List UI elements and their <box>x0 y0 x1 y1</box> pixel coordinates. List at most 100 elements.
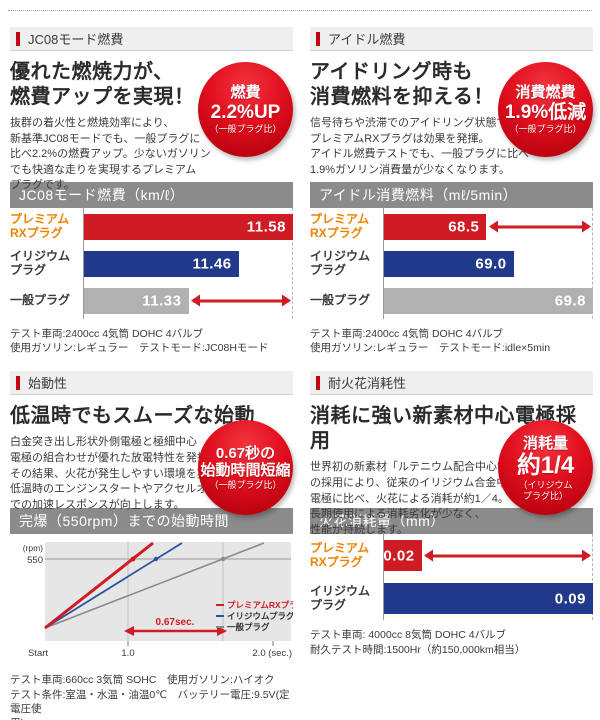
time-difference-label: 0.67sec. <box>156 617 195 628</box>
chart-title: アイドル消費燃料（mℓ/5min） <box>310 182 593 208</box>
section-wear-resistance: 耐火花消耗性 消耗に強い新素材中心電極採用 世界初の新素材「ルテニウム配合中心電… <box>300 371 600 720</box>
bar-area: 68.5 <box>384 208 593 245</box>
bar-label: プレミアム RXプラグ <box>310 534 384 578</box>
badge-sub-label: （一般プラグ比） <box>209 124 282 135</box>
bar-area: 11.33 <box>84 282 293 319</box>
section-idle-fuel: アイドル燃費 アイドリング時も 消費燃料を抑える！ 信号待ちや渋滞でのアイドリン… <box>300 27 600 355</box>
bar-premium-rx: 68.5 <box>384 213 487 240</box>
body-text: 抜群の着火性と燃焼効率により、 新基準JC08モードでも、一般プラグに 比べ2.… <box>10 117 211 192</box>
section-header: JC08モード燃費 <box>10 27 293 51</box>
bar-area: 11.46 <box>84 245 293 282</box>
bar-value: 0.02 <box>383 547 415 565</box>
bar-value: 68.5 <box>448 218 480 235</box>
intro-block: アイドリング時も 消費燃料を抑える！ 信号待ちや渋滞でのアイドリング状態でも、 … <box>310 60 593 182</box>
headline: 消耗に強い新素材中心電極採用 <box>310 405 577 453</box>
badge-main-label: 2.2%UP <box>210 101 281 123</box>
badge-main-label: 1.9%低減 <box>504 101 587 123</box>
chart-right-dashed-line <box>592 208 593 319</box>
bar-label: 一般プラグ <box>10 282 84 319</box>
legend-standard: 一般プラグ <box>227 622 270 632</box>
bar-value: 69.8 <box>554 292 586 309</box>
bar-row-premium-rx: プレミアム RXプラグ 68.5 <box>310 208 593 245</box>
legend-iridium: イリジウムプラグ <box>227 611 293 621</box>
bar-premium-rx: 11.58 <box>84 213 293 240</box>
red-accent-bar <box>16 375 20 390</box>
badge-top-label: 0.67秒の <box>215 444 276 462</box>
bar-value: 69.0 <box>475 255 507 272</box>
red-accent-bar <box>316 31 320 46</box>
difference-arrow <box>192 299 289 302</box>
x-label-2sec: 2.0 (sec.) <box>252 648 292 659</box>
badge-top-label: 消耗量 <box>522 434 568 452</box>
wear-amount-badge: 消耗量 約1/4 （イリジウム プラグ比） <box>498 420 593 516</box>
body-text: 信号待ちや渋滞でのアイドリング状態でも、 プレミアムRXプラグは効果を発揮。 ア… <box>310 117 530 176</box>
bar-value: 0.09 <box>554 590 586 608</box>
y-axis-value: 550 <box>27 555 43 566</box>
badge-sub-label: （イリジウム プラグ比） <box>518 480 573 501</box>
bar-iridium: 69.0 <box>384 250 514 277</box>
fuel-up-badge: 燃費 2.2%UP （一般プラグ比） <box>198 62 293 157</box>
line-premium-rx-plug <box>44 542 154 630</box>
top-divider <box>8 10 592 11</box>
red-accent-bar <box>316 375 320 390</box>
bar-area: 69.8 <box>384 282 593 319</box>
section-jc08-fuel-economy: JC08モード燃費 優れた燃焼力が、 燃費アップを実現！ 抜群の着火性と燃焼効率… <box>0 27 300 355</box>
bar-area: 0.09 <box>384 577 593 620</box>
badge-sub-label: （一般プラグ比） <box>209 480 282 491</box>
startup-time-badge: 0.67秒の 始動時間短縮 （一般プラグ比） <box>198 420 293 516</box>
bar-premium-rx: 0.02 <box>383 540 422 572</box>
intro-block: 優れた燃焼力が、 燃費アップを実現！ 抜群の着火性と燃焼効率により、 新基準JC… <box>10 60 293 191</box>
bar-value: 11.58 <box>246 218 286 235</box>
chart-rows: プレミアム RXプラグ 0.02 イリジウム プラグ 0.09 <box>310 534 593 621</box>
section-header-label: アイドル燃費 <box>328 32 406 47</box>
startup-time-chart: 完爆（550rpm）までの始動時間 <box>10 508 307 665</box>
bar-row-premium-rx: プレミアム RXプラグ 0.02 <box>310 534 593 578</box>
intro-block: 低温時でもスムーズな始動 白金突き出し形状外側電極と極細中心 電極の組合わせが優… <box>10 404 293 516</box>
badge-main-label: 始動時間短縮 <box>200 462 291 480</box>
bar-label: 一般プラグ <box>310 282 384 319</box>
badge-top-label: 消費燃費 <box>515 84 576 102</box>
crossing-marker-red <box>130 556 136 562</box>
content-grid: JC08モード燃費 優れた燃焼力が、 燃費アップを実現！ 抜群の着火性と燃焼効率… <box>0 27 600 720</box>
headline: 低温時でもスムーズな始動 <box>10 405 255 428</box>
section-header-label: JC08モード燃費 <box>28 32 124 47</box>
headline: アイドリング時も 消費燃料を抑える！ <box>310 61 494 108</box>
chart-rows: プレミアム RXプラグ 11.58 イリジウム プラグ 11.46 <box>10 208 293 319</box>
section-header-label: 耐火花消耗性 <box>328 376 407 392</box>
bar-row-iridium: イリジウム プラグ 11.46 <box>10 245 293 282</box>
bar-area: 0.02 <box>383 534 593 577</box>
bar-area: 11.58 <box>84 208 293 245</box>
chart-right-dashed-line <box>292 208 293 319</box>
red-accent-bar <box>16 31 20 46</box>
chart-rows: プレミアム RXプラグ 68.5 イリジウム プラグ 69.0 <box>310 208 593 319</box>
bar-label: プレミアム RXプラグ <box>10 208 84 245</box>
bar-label: イリジウム プラグ <box>310 245 384 282</box>
bar-row-standard: 一般プラグ 69.8 <box>310 282 593 319</box>
jc08-bar-chart: JC08モード燃費（km/ℓ） プレミアム RXプラグ 11.58 イリジウム … <box>10 182 293 319</box>
body-text: 白金突き出し形状外側電極と極細中心 電極の組合わせが優れた放電特性を発揮。 その… <box>10 436 230 511</box>
bar-row-iridium: イリジウム プラグ 69.0 <box>310 245 593 282</box>
test-conditions: テスト車両:2400cc 4気筒 DOHC 4バルブ 使用ガソリン:レギュラー … <box>310 328 551 355</box>
badge-main-label: 約1/4 <box>516 451 575 479</box>
difference-arrow <box>490 225 589 228</box>
line-iridium-plug <box>44 542 183 630</box>
bar-row-iridium: イリジウム プラグ 0.09 <box>310 577 593 621</box>
intro-block: 消耗に強い新素材中心電極採用 世界初の新素材「ルテニウム配合中心電極」 の採用に… <box>310 404 593 536</box>
idle-bar-chart: アイドル消費燃料（mℓ/5min） プレミアム RXプラグ 68.5 イ <box>310 182 593 319</box>
chart-right-dashed-line <box>592 534 593 621</box>
bar-value: 11.46 <box>192 255 232 272</box>
line-standard-plug <box>44 542 265 630</box>
badge-sub-label: （一般プラグ比） <box>509 124 582 135</box>
bar-value: 11.33 <box>142 292 182 309</box>
startup-time-line-chart: 0.67sec. (rpm) 550 Start 1.0 2.0 (sec.) … <box>23 542 307 659</box>
bar-row-premium-rx: プレミアム RXプラグ 11.58 <box>10 208 293 245</box>
section-header: 始動性 <box>10 371 293 396</box>
bar-iridium: 11.46 <box>84 250 239 277</box>
section-header-label: 始動性 <box>28 376 68 392</box>
test-conditions: テスト車両: 4000cc 8気筒 DOHC 4バルブ 耐久テスト時間:1500… <box>310 629 526 656</box>
chart-title: JC08モード燃費（km/ℓ） <box>10 182 293 208</box>
crossing-marker-blue <box>153 557 159 562</box>
bar-label: イリジウム プラグ <box>310 577 384 621</box>
bar-iridium: 0.09 <box>384 583 593 615</box>
